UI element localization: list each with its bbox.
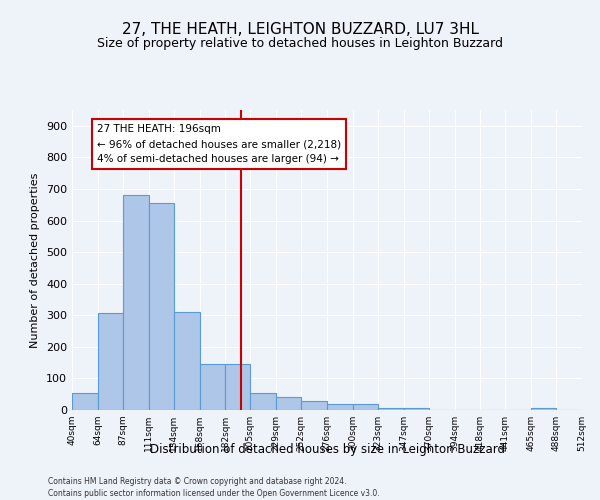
- Bar: [378, 408, 404, 410]
- Bar: [327, 404, 353, 410]
- Bar: [226, 364, 250, 410]
- Text: 27, THE HEATH, LEIGHTON BUZZARD, LU7 3HL: 27, THE HEATH, LEIGHTON BUZZARD, LU7 3HL: [121, 22, 479, 38]
- Bar: [276, 396, 301, 410]
- Bar: [301, 400, 327, 410]
- Bar: [531, 408, 556, 410]
- Bar: [250, 392, 276, 410]
- Bar: [173, 312, 199, 410]
- Bar: [353, 404, 378, 410]
- Text: Distribution of detached houses by size in Leighton Buzzard: Distribution of detached houses by size …: [149, 442, 505, 456]
- Bar: [98, 313, 123, 410]
- Bar: [199, 364, 226, 410]
- Text: Contains public sector information licensed under the Open Government Licence v3: Contains public sector information licen…: [48, 489, 380, 498]
- Bar: [72, 392, 98, 410]
- Text: 27 THE HEATH: 196sqm
← 96% of detached houses are smaller (2,218)
4% of semi-det: 27 THE HEATH: 196sqm ← 96% of detached h…: [97, 124, 341, 164]
- Text: Contains HM Land Registry data © Crown copyright and database right 2024.: Contains HM Land Registry data © Crown c…: [48, 478, 347, 486]
- Bar: [149, 202, 173, 410]
- Bar: [123, 195, 149, 410]
- Y-axis label: Number of detached properties: Number of detached properties: [31, 172, 40, 348]
- Bar: [404, 408, 428, 410]
- Text: Size of property relative to detached houses in Leighton Buzzard: Size of property relative to detached ho…: [97, 38, 503, 51]
